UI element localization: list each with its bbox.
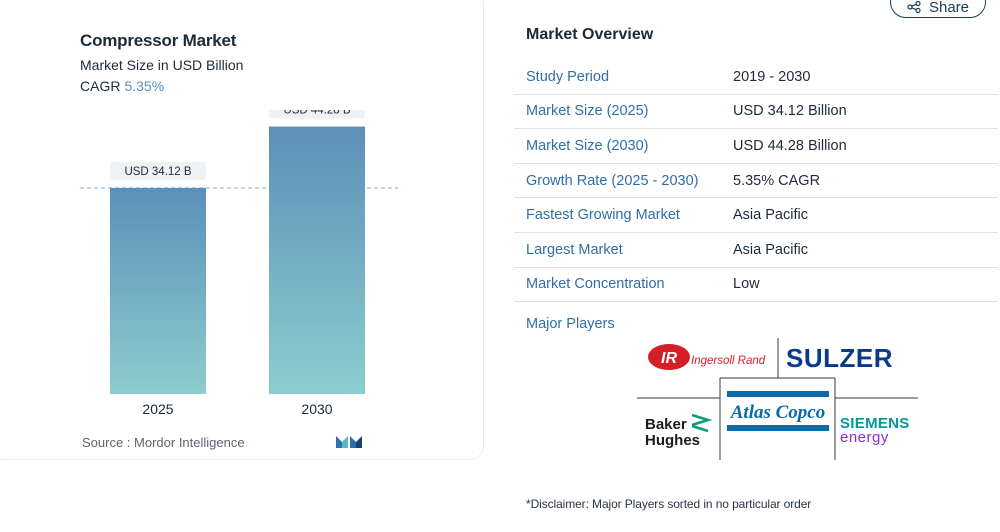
overview-value: 2019 - 2030 [733,68,811,85]
bar-chart: USD 34.12 B 2025 USD 44.28 B 2030 [80,110,398,417]
ingersoll-rand-logo: IR Ingersoll Rand [648,344,766,370]
siemens-energy-line2: energy [840,429,889,446]
siemens-energy-logo: SIEMENS energy [840,415,910,446]
overview-row-market-size-2030: Market Size (2030) USD 44.28 Billion [514,129,998,164]
x-tick-label: 2025 [142,401,173,417]
ingersoll-rand-text: Ingersoll Rand [691,355,766,367]
overview-row-fastest-growing: Fastest Growing Market Asia Pacific [514,198,998,233]
overview-row-market-concentration: Market Concentration Low [514,268,998,303]
atlas-copco-logo: Atlas Copco [727,391,829,431]
chart-source: Source : Mordor Intelligence [82,435,245,450]
sulzer-logo: SULZER [786,343,893,373]
ingersoll-rand-mark-text: IR [661,350,677,367]
overview-label: Market Size (2025) [526,103,649,120]
data-label-bg [269,110,365,119]
bar-2025 [110,187,206,394]
share-icon [907,1,921,13]
cagr-value: 5.35% [124,78,165,94]
siemens-energy-line1: SIEMENS [840,415,910,432]
cagr-label: CAGR [80,78,121,94]
cagr-line: CAGR 5.35% [80,78,164,94]
major-players-title: Major Players [526,316,615,332]
share-label: Share [928,0,970,16]
mordor-intelligence-logo [336,436,362,448]
baker-hughes-mark-icon [691,413,713,433]
bar-2030 [269,126,365,394]
overview-label: Market Size (2030) [526,137,649,154]
disclaimer-text: *Disclaimer: Major Players sorted in no … [526,497,812,511]
chart-card [0,0,484,460]
atlas-copco-bar-bottom [727,425,829,431]
overview-value: Asia Pacific [733,241,808,258]
baker-hughes-logo: Baker Hughes [645,413,713,449]
overview-label: Growth Rate (2025 - 2030) [526,172,699,189]
data-label: USD 44.28 B [283,110,350,117]
overview-row-study-period: Study Period 2019 - 2030 [514,60,998,95]
overview-label: Fastest Growing Market [526,207,680,224]
x-tick-label: 2030 [301,401,332,417]
overview-row-growth-rate: Growth Rate (2025 - 2030) 5.35% CAGR [514,164,998,199]
overview-label: Study Period [526,68,610,85]
overview-title: Market Overview [526,26,654,43]
baker-hughes-line2: Hughes [645,432,700,449]
ingersoll-rand-mark [648,344,690,370]
chart-title: Compressor Market [80,31,237,50]
overview-label: Largest Market [526,241,623,258]
data-label: USD 34.12 B [124,166,191,178]
overview-value: USD 34.12 Billion [733,103,847,120]
overview-value: Asia Pacific [733,207,808,224]
data-label-bg [110,161,206,180]
atlas-copco-bar-top [727,391,829,397]
overview-row-market-size-2025: Market Size (2025) USD 34.12 Billion [514,95,998,130]
chart-subtitle: Market Size in USD Billion [80,57,244,73]
overview-label: Market Concentration [526,276,665,293]
atlas-copco-text: Atlas Copco [730,402,825,423]
overview-value: USD 44.28 Billion [733,137,847,154]
overview-value: Low [733,276,760,293]
overview-row-largest-market: Largest Market Asia Pacific [514,233,998,268]
overview-table: Study Period 2019 - 2030 Market Size (20… [514,60,998,303]
overview-value: 5.35% CAGR [733,172,821,189]
share-button[interactable]: Share [890,0,986,18]
baker-hughes-line1: Baker [645,416,687,433]
